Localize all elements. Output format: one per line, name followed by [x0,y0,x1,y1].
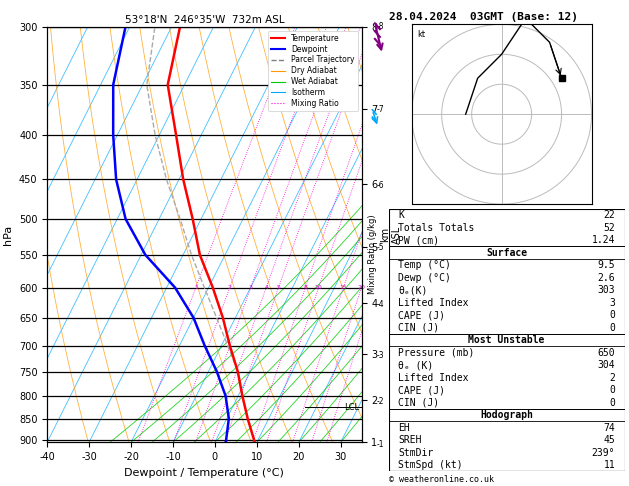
Bar [389,409,625,421]
Text: 9.5: 9.5 [598,260,615,270]
Text: -4: -4 [377,300,385,309]
Text: -7: -7 [377,105,385,114]
Text: 8: 8 [303,285,308,290]
Text: 22: 22 [603,210,615,220]
Text: EH: EH [398,423,410,433]
Text: Dewp (°C): Dewp (°C) [398,273,451,283]
Text: -8: -8 [377,22,384,31]
Text: 0: 0 [610,310,615,320]
Y-axis label: hPa: hPa [3,225,13,244]
Text: CIN (J): CIN (J) [398,398,439,408]
Text: 20: 20 [357,285,365,290]
Text: 0: 0 [610,323,615,333]
Legend: Temperature, Dewpoint, Parcel Trajectory, Dry Adiabat, Wet Adiabat, Isotherm, Mi: Temperature, Dewpoint, Parcel Trajectory… [269,31,358,111]
Text: Surface: Surface [486,248,527,258]
Text: CAPE (J): CAPE (J) [398,310,445,320]
Text: 74: 74 [603,423,615,433]
Text: 15: 15 [340,285,347,290]
Text: 5: 5 [277,285,281,290]
Text: PW (cm): PW (cm) [398,235,439,245]
Text: 2: 2 [610,373,615,382]
Text: StmSpd (kt): StmSpd (kt) [398,460,463,470]
Text: K: K [398,210,404,220]
Text: -6: -6 [377,181,385,190]
Text: Temp (°C): Temp (°C) [398,260,451,270]
Text: 3: 3 [248,285,253,290]
Text: Hodograph: Hodograph [480,410,533,420]
Text: © weatheronline.co.uk: © weatheronline.co.uk [389,474,494,484]
Text: 28.04.2024  03GMT (Base: 12): 28.04.2024 03GMT (Base: 12) [389,12,577,22]
Text: 4: 4 [264,285,268,290]
Text: 1.24: 1.24 [592,235,615,245]
Bar [389,246,625,259]
Text: 303: 303 [598,285,615,295]
Text: SREH: SREH [398,435,421,445]
Text: 52: 52 [603,223,615,233]
Text: LCL: LCL [345,403,360,412]
Text: 45: 45 [603,435,615,445]
Text: 0: 0 [610,398,615,408]
Text: 239°: 239° [592,448,615,458]
Text: CIN (J): CIN (J) [398,323,439,333]
Title: 53°18'N  246°35'W  732m ASL: 53°18'N 246°35'W 732m ASL [125,15,284,25]
Bar [389,334,625,347]
Text: 304: 304 [598,360,615,370]
Text: Most Unstable: Most Unstable [469,335,545,345]
Text: -5: -5 [377,243,385,252]
Text: CAPE (J): CAPE (J) [398,385,445,395]
Text: 2.6: 2.6 [598,273,615,283]
Text: 3: 3 [610,298,615,308]
Text: -2: -2 [377,397,384,406]
Text: Mixing Ratio (g/kg): Mixing Ratio (g/kg) [368,214,377,294]
Y-axis label: km
ASL: km ASL [381,226,402,243]
Text: 1: 1 [194,285,198,290]
Text: 11: 11 [603,460,615,470]
Text: StmDir: StmDir [398,448,433,458]
Text: Lifted Index: Lifted Index [398,298,469,308]
X-axis label: Dewpoint / Temperature (°C): Dewpoint / Temperature (°C) [125,468,284,478]
Text: 0: 0 [610,385,615,395]
Text: 10: 10 [314,285,323,290]
Text: kt: kt [418,30,426,39]
Text: 650: 650 [598,347,615,358]
Text: -3: -3 [377,351,385,360]
Text: Lifted Index: Lifted Index [398,373,469,382]
Text: 2: 2 [228,285,231,290]
Text: -1: -1 [377,440,384,449]
Text: Pressure (mb): Pressure (mb) [398,347,474,358]
Text: θₑ(K): θₑ(K) [398,285,428,295]
Text: θₑ (K): θₑ (K) [398,360,433,370]
Text: Totals Totals: Totals Totals [398,223,474,233]
